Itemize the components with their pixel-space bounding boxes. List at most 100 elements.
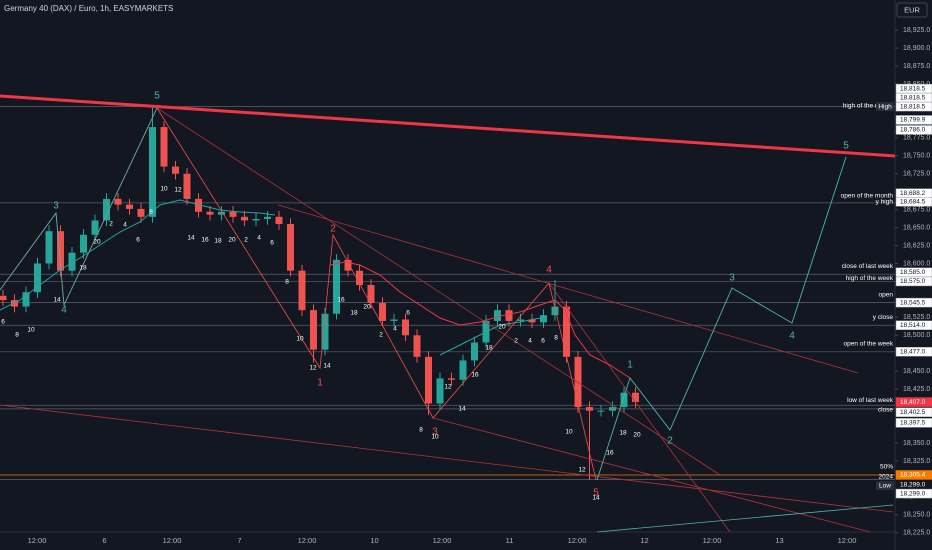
y-tick-label: 18,625.0 (903, 242, 930, 249)
trend-line (548, 282, 731, 533)
y-tick-label: 18,250.0 (903, 512, 930, 519)
candle-body (620, 392, 628, 408)
badge (876, 102, 894, 112)
candle-body (528, 319, 536, 323)
bar-count: 8 (15, 332, 19, 339)
base (0, 0, 896, 550)
x-tick-label: 12:00 (28, 536, 47, 545)
candle-body (586, 407, 593, 411)
candle-body (356, 270, 363, 286)
candle-body (68, 252, 76, 271)
currency-box[interactable] (896, 2, 928, 18)
bar-count: 6 (541, 338, 545, 345)
candle-body (574, 356, 582, 408)
level-label: high of the month (843, 102, 894, 109)
level-label: open (879, 291, 894, 298)
x-tick-label: 11 (506, 536, 514, 545)
candle-body (183, 173, 191, 199)
price-tag (895, 488, 932, 499)
badge-label: High (878, 103, 892, 110)
price-tag-label: 18,299.0 (900, 490, 926, 497)
candle-body (471, 342, 478, 361)
moving-average (439, 317, 541, 356)
candle-body (632, 392, 639, 403)
wave-label: 4 (789, 331, 795, 342)
price-tag-label: 18,786.0 (900, 127, 926, 134)
y-tick-label: 18,675.0 (903, 206, 930, 213)
candle-body (22, 292, 30, 307)
bar-count: 4 (393, 326, 397, 333)
bar-count: 20 (498, 324, 506, 331)
candle-body (505, 310, 513, 321)
level-label: open of the week (843, 341, 893, 348)
candle-body (448, 378, 455, 380)
bar-count: 16 (201, 237, 209, 244)
moving-average (329, 261, 631, 379)
price-tag-label: 18,407.0 (900, 399, 926, 406)
bar-count: 6 (406, 310, 410, 317)
bar-count: 12 (309, 365, 317, 372)
trend-line (0, 94, 896, 158)
price-tag-label: 18,818.5 (900, 94, 926, 101)
candle-body (609, 407, 616, 411)
price-tag (895, 197, 932, 207)
level-label: close (878, 407, 894, 414)
wave-label: 2 (667, 436, 673, 447)
bar-count: 12 (174, 187, 182, 194)
wave-label: 1 (317, 378, 323, 389)
trend-line (596, 504, 894, 533)
price-tag-label: 18,545.5 (900, 299, 926, 306)
price-tag (895, 125, 932, 135)
bar-count: 2 (379, 332, 383, 339)
x-tick-label: 13 (775, 536, 783, 545)
bar-count: 18 (350, 310, 358, 317)
candle-body (57, 231, 64, 271)
price-tag (895, 101, 932, 112)
level-label: y close (873, 314, 894, 321)
bar-count: 8 (419, 427, 423, 434)
currency[interactable]: EUR (904, 5, 920, 14)
x-tick-label: 12:00 (433, 536, 452, 545)
candle-body (114, 198, 122, 205)
wave-label: 3 (432, 427, 438, 438)
candle-body (402, 319, 409, 336)
bar-count: 2 (109, 221, 113, 228)
bar-count: 20 (93, 239, 101, 246)
candle-body (379, 302, 386, 321)
candle-body (264, 216, 271, 219)
y-tick-label: 18,750.0 (903, 153, 930, 160)
wave-path (0, 107, 597, 481)
bar-count: 14 (458, 406, 466, 413)
bar-count: 10 (27, 327, 35, 334)
candle-body (367, 285, 375, 303)
bar-count: 10 (565, 429, 573, 436)
level-label: 50% (880, 464, 893, 471)
moving-average (0, 199, 276, 311)
bar-count: 10 (431, 434, 439, 441)
candle-body (425, 356, 432, 404)
x-tick-label: 12:00 (838, 536, 857, 545)
level-label: high of the week (846, 275, 894, 282)
candle-body (517, 319, 524, 321)
price-tag-label: 18,818.5 (900, 103, 926, 110)
candle-body (229, 211, 237, 217)
price-tag-label: 18,477.0 (900, 349, 926, 356)
level-label: open of the month (841, 193, 894, 200)
projection-path (596, 156, 847, 481)
bar-count: 14 (323, 363, 331, 370)
candle-body (436, 378, 444, 404)
bar-count: 12 (578, 467, 586, 474)
y-tick-label: 18,525.0 (903, 314, 930, 321)
level-label: 2024 (879, 473, 894, 480)
y-tick-label: 18,325.0 (903, 458, 930, 465)
price-tag (895, 418, 932, 428)
x-tick-label: 6 (102, 536, 106, 545)
price-tag-label: 18,585.0 (900, 269, 926, 276)
price-tag-label: 18,799.9 (900, 117, 926, 124)
candle-body (137, 208, 145, 217)
candle-body (298, 270, 306, 311)
candle-body (103, 198, 110, 221)
candle-body (275, 216, 283, 224)
candle-body (45, 231, 53, 264)
trend-line (0, 404, 894, 513)
